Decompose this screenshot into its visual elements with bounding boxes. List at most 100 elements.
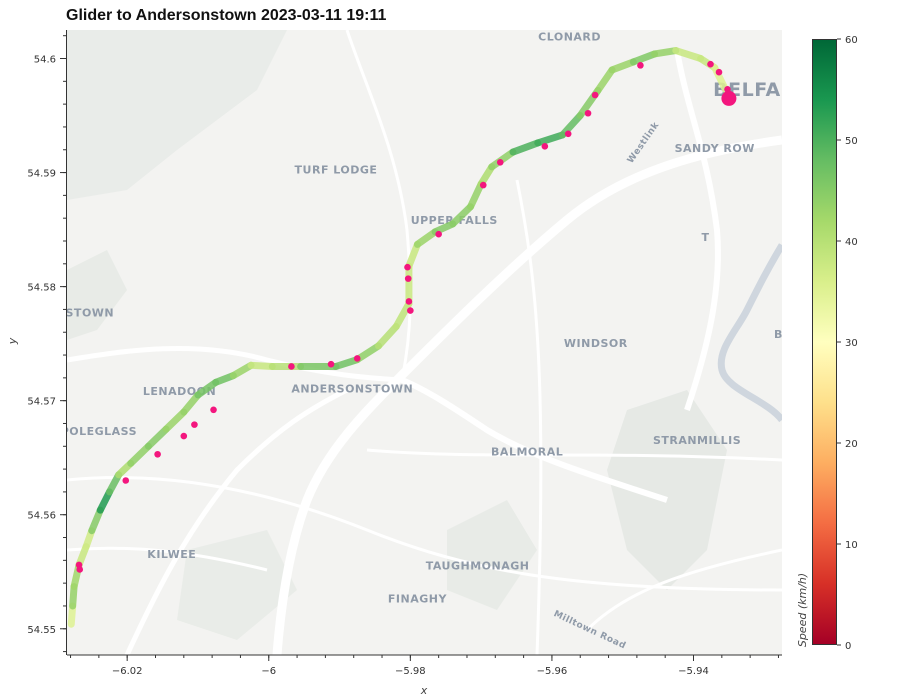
colorbar-tick-label: 40 [845,237,858,248]
route-segment [629,50,659,66]
route-segment [559,112,584,139]
stop-marker [122,477,130,484]
stop-marker [210,406,217,414]
y-axis: 54.55 54.56 54.57 54.58 54.59 54.6 y [6,30,67,655]
colorbar-tick-label: 30 [845,338,858,349]
map-label: ANDERSONSTOWN [291,383,413,396]
map-label: SANDY ROW [675,142,755,155]
major-road [124,387,349,655]
route-segment [413,228,439,248]
stop-marker [479,181,487,189]
stop-marker [404,275,412,282]
y-tick-label: 54.56 [27,511,56,522]
y-tick-label: 54.59 [27,169,56,180]
route-segment [247,361,276,370]
map-label: STRANMILLIS [653,434,741,447]
route-segment [488,148,517,171]
colorbar-tick-label: 10 [845,540,858,551]
park-area [447,500,537,610]
x-tick-label: −6 [261,666,276,677]
map-label: CLONARD [538,30,601,43]
route-segment [353,342,382,364]
route-segment [180,391,202,416]
stop-markers [75,60,731,573]
stop-marker [584,109,592,117]
colorbar-tick-label: 60 [845,35,858,46]
stop-marker [637,62,644,69]
route-segment [405,240,421,270]
route-segment [449,203,475,228]
stop-marker [496,158,504,166]
colorbar-axis: 0 10 20 30 40 50 60 Speed (km/h) [796,35,858,652]
x-tick-label: −5.94 [678,666,709,677]
route-segment [467,180,485,211]
minor-road [67,475,782,592]
map-label: FINAGHY [388,593,448,606]
route-segment [194,378,220,399]
map-label: Milltown Road [552,609,628,651]
route-segment [651,47,680,58]
stop-marker [407,307,414,314]
y-tick-label: 54.55 [27,625,56,636]
speed-colorbar [812,39,837,645]
map-label: WINDSOR [564,337,628,350]
route-segment [88,506,104,535]
park-area [67,250,127,340]
stop-marker [76,566,84,573]
map-label: T [702,231,710,244]
colorbar-tick-label: 0 [845,641,851,652]
y-tick-label: 54.58 [27,283,56,294]
route-segment [534,131,567,147]
map-label: KILWEE [147,548,196,561]
stop-marker [541,143,549,150]
basemap [67,30,782,655]
x-tick-label: −5.96 [537,666,568,677]
route-segment [144,425,170,450]
route-segment [392,300,413,331]
stop-marker [353,355,361,362]
map-label: B [774,328,782,341]
map-label: POLEGLASS [67,425,137,438]
stop-marker [564,130,572,138]
y-tick-label: 54.57 [27,397,56,408]
park-area [607,390,727,590]
stop-marker [435,230,442,238]
x-tick-label: −6.02 [112,666,143,677]
route-segment [162,408,188,433]
x-axis-label: x [420,684,428,697]
map-label: Westlink [626,120,662,165]
map-label: TAUGHMONAGH [426,559,530,572]
minor-road [366,448,782,462]
y-axis-label: y [6,337,19,345]
current-position [721,90,737,106]
route-segment [594,66,616,94]
stop-marker [591,91,599,99]
route-segment [332,356,361,370]
map-label: TURF LODGE [295,164,378,177]
stop-marker [404,263,411,271]
minor-road [345,30,412,381]
stop-marker [405,298,413,305]
park-area [67,30,287,200]
stop-marker [715,68,723,76]
stop-marker [154,450,161,458]
map-label: ISTOWN [67,306,114,319]
map-label: BALMORAL [491,445,563,458]
stop-marker [707,60,714,68]
route-segment [608,58,637,74]
stop-marker [327,360,335,368]
major-road [674,49,721,411]
route-segment [672,47,705,63]
stop-marker [288,363,295,370]
stop-marker [180,432,188,440]
colorbar-tick-label: 20 [845,439,858,450]
route-segment [509,139,542,156]
y-tick-label: 54.6 [34,55,56,66]
current-position-marker [721,90,737,106]
river [717,243,782,423]
colorbar-label: Speed (km/h) [796,573,809,647]
route-segment [127,442,152,467]
x-axis: −6.02 −6 −5.98 −5.96 −5.94 x [67,654,782,697]
